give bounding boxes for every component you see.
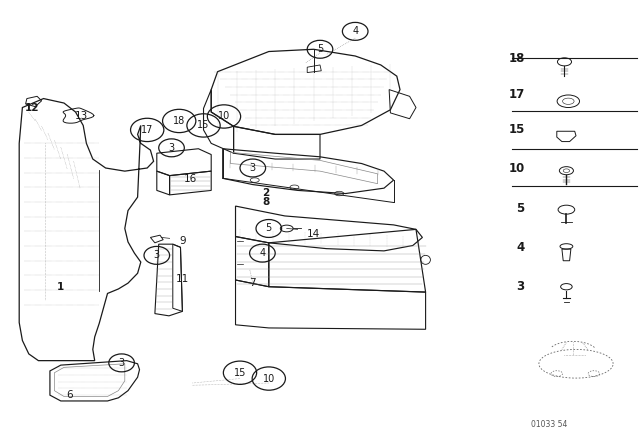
- Text: 5: 5: [266, 224, 272, 233]
- Text: 4: 4: [352, 26, 358, 36]
- Text: 10: 10: [509, 161, 525, 175]
- Text: 7: 7: [250, 278, 256, 288]
- Text: 10: 10: [262, 374, 275, 383]
- Text: 5: 5: [516, 202, 525, 215]
- Text: 4: 4: [259, 248, 266, 258]
- Text: 2: 2: [262, 188, 269, 198]
- Text: 17: 17: [509, 87, 525, 101]
- Text: 9: 9: [179, 236, 186, 246]
- Text: 8: 8: [262, 198, 269, 207]
- Text: 11: 11: [176, 274, 189, 284]
- Text: 5: 5: [317, 44, 323, 54]
- Text: 1: 1: [57, 282, 65, 292]
- Text: 18: 18: [173, 116, 186, 126]
- Text: 01033 54: 01033 54: [531, 420, 568, 429]
- Text: 15: 15: [508, 123, 525, 137]
- Text: 3: 3: [168, 143, 175, 153]
- Text: 3: 3: [118, 358, 125, 368]
- Text: 12: 12: [25, 103, 39, 112]
- Text: 18: 18: [508, 52, 525, 65]
- Text: 3: 3: [250, 163, 256, 173]
- Text: 14: 14: [307, 229, 320, 239]
- Text: 17: 17: [141, 125, 154, 135]
- Text: 15: 15: [197, 121, 210, 130]
- Text: 13: 13: [76, 112, 88, 121]
- Text: 4: 4: [516, 241, 525, 254]
- Text: 10: 10: [218, 112, 230, 121]
- Text: 3: 3: [154, 250, 160, 260]
- Text: 3: 3: [516, 280, 525, 293]
- Text: 16: 16: [184, 174, 197, 184]
- Text: 6: 6: [66, 390, 72, 400]
- Text: 15: 15: [234, 368, 246, 378]
